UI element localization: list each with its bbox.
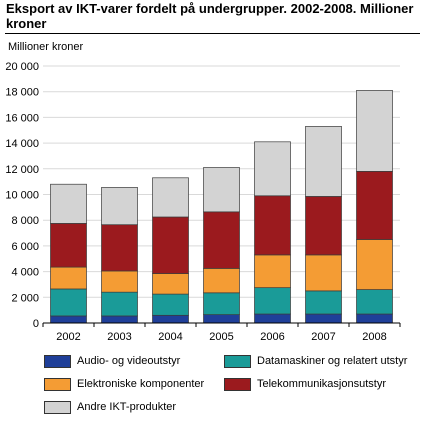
bar-segment — [203, 167, 240, 213]
legend-swatch — [224, 354, 251, 368]
y-axis-label: Millioner kroner — [8, 41, 84, 53]
bar-segment — [101, 291, 138, 317]
bar-segment — [356, 239, 393, 290]
bar-segment — [356, 313, 393, 324]
y-tick-label: 0 — [33, 318, 39, 330]
legend-label: Andre IKT-produkter — [77, 401, 177, 413]
x-tick-label: 2005 — [209, 331, 233, 343]
bar-segment — [305, 126, 342, 197]
y-tick-label: 8 000 — [11, 215, 39, 227]
bar-segment — [152, 273, 189, 295]
y-tick-label: 14 000 — [5, 138, 39, 150]
x-tick-label: 2007 — [311, 331, 335, 343]
x-tick-label: 2002 — [56, 331, 80, 343]
legend-item: Andre IKT-produkter — [44, 399, 176, 415]
chart-title: Eksport av IKT-varer fordelt på undergru… — [6, 1, 414, 31]
y-tick-label: 12 000 — [5, 164, 39, 176]
legend-label: Audio- og videoutstyr — [77, 355, 181, 367]
bar-segment — [356, 171, 393, 240]
bar-segment — [152, 177, 189, 218]
bar-segment — [203, 211, 240, 269]
bar-segment — [254, 313, 291, 324]
legend-item: Elektroniske komponenter — [44, 376, 204, 392]
bar-segment — [254, 287, 291, 315]
y-tick-label: 20 000 — [5, 61, 39, 73]
x-tick-label: 2003 — [107, 331, 131, 343]
bar-segment — [305, 254, 342, 292]
y-tick-label: 6 000 — [11, 241, 39, 253]
bar-segment — [152, 293, 189, 316]
bar-segment — [50, 315, 87, 324]
bar-segment — [305, 290, 342, 315]
bar-segment — [101, 315, 138, 324]
title-divider — [5, 33, 420, 34]
legend-label: Telekommunikasjonsutstyr — [257, 378, 386, 390]
x-tick-label: 2004 — [158, 331, 182, 343]
bar-segment — [203, 314, 240, 324]
bar-segment — [203, 292, 240, 315]
bar-segment — [305, 313, 342, 324]
bar-segment — [356, 90, 393, 172]
x-tick-label: 2006 — [260, 331, 284, 343]
legend-item: Datamaskiner og relatert utstyr — [224, 353, 407, 369]
bar-segment — [356, 289, 393, 315]
bar-segment — [101, 187, 138, 226]
bar-segment — [254, 195, 291, 256]
bar-segment — [152, 314, 189, 324]
legend-swatch — [224, 377, 251, 391]
legend-swatch — [44, 377, 71, 391]
bar-segment — [254, 254, 291, 289]
y-tick-label: 4 000 — [11, 267, 39, 279]
y-tick-label: 10 000 — [5, 190, 39, 202]
bar-segment — [152, 216, 189, 274]
bar-segment — [50, 266, 87, 290]
bar-segment — [305, 196, 342, 256]
bar-segment — [254, 141, 291, 197]
bar-segment — [50, 223, 87, 268]
y-tick-label: 2 000 — [11, 292, 39, 304]
legend-label: Datamaskiner og relatert utstyr — [257, 355, 408, 367]
x-tick-label: 2008 — [362, 331, 386, 343]
legend-swatch — [44, 400, 71, 414]
bar-segment — [203, 268, 240, 294]
y-tick-label: 16 000 — [5, 112, 39, 124]
legend-item: Audio- og videoutstyr — [44, 353, 180, 369]
bar-segment — [101, 270, 138, 293]
legend-item: Telekommunikasjonsutstyr — [224, 376, 386, 392]
bar-segment — [50, 288, 87, 317]
legend-label: Elektroniske komponenter — [77, 378, 205, 390]
bar-segment — [50, 183, 87, 224]
y-tick-label: 18 000 — [5, 87, 39, 99]
legend-swatch — [44, 354, 71, 368]
bar-segment — [101, 224, 138, 272]
